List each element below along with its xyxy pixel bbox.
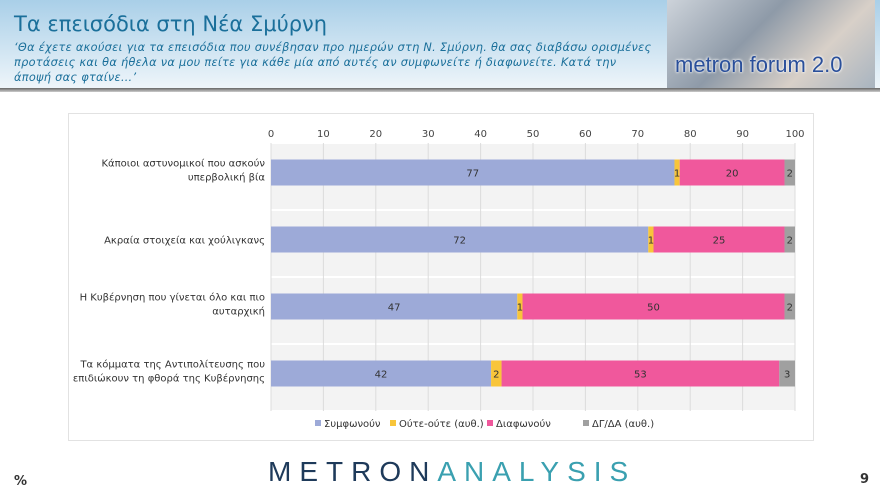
x-tick-label: 60 <box>579 129 592 140</box>
bar-segment <box>491 360 502 387</box>
data-label: 20 <box>726 169 739 180</box>
unit-label: % <box>14 474 28 489</box>
bar-segment <box>271 360 492 387</box>
data-label: 2 <box>787 303 793 314</box>
x-tick-label: 90 <box>736 129 749 140</box>
bar-segment <box>784 159 795 186</box>
x-tick-label: 40 <box>474 129 487 140</box>
bar-segment <box>784 293 795 320</box>
logo-part2: ANALYSIS <box>437 456 637 487</box>
bar-segment <box>271 159 675 186</box>
data-label: 2 <box>787 169 793 180</box>
data-label: 47 <box>388 303 401 314</box>
category-label: Τα κόμματα της Αντιπολίτευσης που <box>79 359 265 371</box>
data-label: 2 <box>787 236 793 247</box>
x-tick-label: 10 <box>317 129 330 140</box>
data-label: 1 <box>674 169 680 180</box>
legend-swatch <box>315 420 321 426</box>
legend-label: Ούτε-ούτε (αυθ.) <box>399 418 484 430</box>
category-label: επιδιώκουν τη φθορά της Κυβέρνησης <box>73 373 265 385</box>
metron-forum-logo: metron forum 2.0 <box>667 0 875 88</box>
bar-segment <box>653 226 785 253</box>
x-tick-label: 50 <box>527 129 540 140</box>
legend-label: ΔΓ/ΔΑ (αυθ.) <box>592 419 654 430</box>
forum-logo-text: metron forum 2.0 <box>675 52 843 77</box>
x-tick-label: 30 <box>422 129 435 140</box>
data-label: 1 <box>648 236 654 247</box>
category-label: Κάποιοι αστυνομικοί που ασκούν <box>101 158 265 170</box>
x-tick-label: 100 <box>785 129 804 140</box>
bar-segment <box>648 226 654 253</box>
legend-swatch <box>487 420 493 426</box>
category-label: Η Κυβέρνηση που γίνεται όλο και πιο <box>80 292 265 304</box>
category-label: υπερβολική βία <box>188 172 266 184</box>
bar-segment <box>674 159 680 186</box>
page-number: 9 <box>860 472 870 487</box>
legend-swatch <box>390 420 396 426</box>
data-label: 50 <box>647 303 660 314</box>
x-tick-label: 0 <box>268 129 274 140</box>
data-label: 2 <box>493 370 499 381</box>
legend-label: Συμφωνούν <box>324 418 381 430</box>
bar-segment <box>784 226 795 253</box>
bar-segment <box>522 293 785 320</box>
bar-segment <box>679 159 785 186</box>
data-label: 77 <box>466 169 479 180</box>
metron-analysis-logo: METRONANALYSIS <box>268 456 636 488</box>
category-label: Ακραία στοιχεία και χούλιγκανς <box>104 235 265 247</box>
legend-swatch <box>583 420 589 426</box>
divider <box>0 88 880 92</box>
legend-label: Διαφωνούν <box>496 418 551 430</box>
page-subtitle: ‘Θα έχετε ακούσει για τα επεισόδια που σ… <box>14 41 652 84</box>
x-tick-label: 70 <box>631 129 644 140</box>
data-label: 25 <box>713 236 726 247</box>
data-label: 3 <box>784 370 790 381</box>
x-tick-label: 20 <box>369 129 382 140</box>
category-label: αυταρχική <box>212 306 265 318</box>
bar-segment <box>779 360 795 387</box>
bar-segment <box>501 360 780 387</box>
bar-segment <box>517 293 523 320</box>
data-label: 53 <box>634 370 647 381</box>
data-label: 1 <box>517 303 523 314</box>
page-title: Τα επεισόδια στη Νέα Σμύρνη <box>14 12 328 36</box>
x-tick-label: 80 <box>684 129 697 140</box>
data-label: 42 <box>375 370 388 381</box>
data-label: 72 <box>453 236 466 247</box>
chart-frame <box>68 113 814 441</box>
logo-part1: METRON <box>268 456 438 487</box>
bar-segment <box>271 293 518 320</box>
bar-segment <box>271 226 649 253</box>
